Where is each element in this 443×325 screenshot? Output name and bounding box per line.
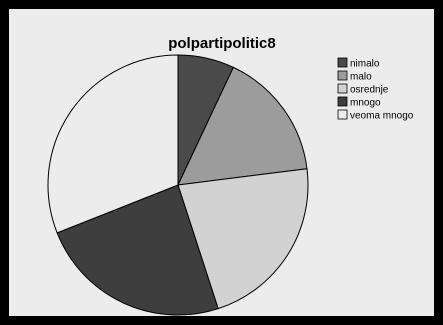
pie-slice-veoma-mnogo [47, 54, 179, 234]
legend-label-malo: malo [350, 72, 372, 83]
chart-title: polpartipolitic8 [168, 35, 276, 52]
legend-label-osrednje: osrednje [350, 85, 389, 96]
pie-slice-malo [177, 66, 308, 186]
legend-swatch-mnogo [337, 96, 348, 107]
legend-swatch-nimalo [337, 57, 348, 68]
legend-label-veoma-mnogo: veoma mnogo [350, 111, 414, 122]
legend-swatch-veoma-mnogo [337, 109, 348, 120]
legend-label-mnogo: mnogo [350, 98, 381, 109]
legend: nimalo malo osrednje mnogo veoma mnogo [337, 57, 414, 122]
pie-slice-osrednje [177, 168, 309, 310]
legend-label-nimalo: nimalo [350, 59, 380, 70]
pie-slice-mnogo [56, 184, 219, 316]
pie-slices [47, 54, 309, 316]
legend-swatch-malo [337, 70, 348, 81]
legend-swatch-osrednje [337, 83, 348, 94]
